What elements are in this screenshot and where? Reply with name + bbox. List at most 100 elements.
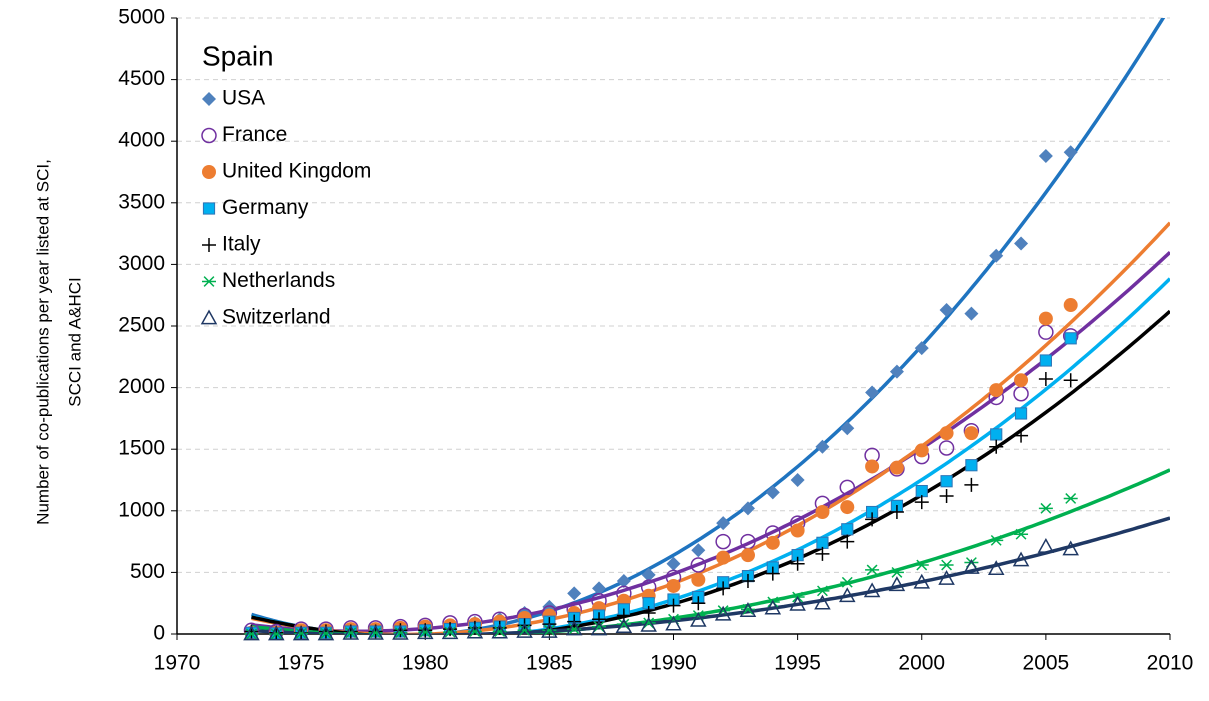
marker xyxy=(615,618,633,633)
marker xyxy=(839,479,856,496)
marker xyxy=(740,574,755,589)
marker-part xyxy=(202,92,216,106)
marker xyxy=(764,599,782,615)
y-tick-label: 4000 xyxy=(118,129,165,152)
marker-part xyxy=(516,622,533,638)
y-tick-label: 2000 xyxy=(118,375,165,398)
marker xyxy=(691,572,706,587)
marker-part xyxy=(202,165,216,179)
marker xyxy=(1038,324,1054,340)
marker-part xyxy=(392,624,409,640)
marker-part xyxy=(517,624,532,636)
marker xyxy=(441,624,459,640)
plot-area xyxy=(250,18,1170,634)
marker-part xyxy=(1038,502,1053,514)
marker xyxy=(888,576,906,592)
marker-part xyxy=(989,439,1004,454)
marker-part xyxy=(815,439,830,454)
marker-part xyxy=(201,127,217,144)
marker xyxy=(965,459,978,472)
marker-part xyxy=(690,557,707,573)
marker-part xyxy=(1014,236,1029,251)
marker xyxy=(1014,428,1029,443)
trend-line xyxy=(251,251,1170,633)
marker-part xyxy=(716,516,731,531)
marker-part xyxy=(987,560,1005,576)
marker xyxy=(641,567,656,582)
marker-part xyxy=(789,595,806,611)
marker-part xyxy=(765,535,780,550)
marker-part xyxy=(542,624,557,636)
marker xyxy=(1063,298,1078,313)
trend-line xyxy=(251,221,1170,634)
marker-part xyxy=(1014,373,1029,388)
marker xyxy=(1012,551,1030,567)
marker-part xyxy=(765,566,780,581)
marker-part xyxy=(1014,528,1029,540)
marker xyxy=(990,428,1003,441)
marker xyxy=(1037,537,1055,553)
x-tick-label: 1995 xyxy=(774,652,821,675)
legend: Spain USA France United Kingdom Germany Italy… xyxy=(200,40,371,329)
marker-part xyxy=(202,202,216,215)
x-tick-label: 2010 xyxy=(1147,652,1194,675)
marker-part xyxy=(965,459,978,472)
legend-title: Spain xyxy=(202,40,274,71)
marker-part xyxy=(592,581,607,596)
marker xyxy=(202,238,216,252)
marker-part xyxy=(865,564,880,576)
marker-part xyxy=(292,625,310,641)
marker xyxy=(1062,540,1079,556)
marker xyxy=(467,626,482,637)
marker xyxy=(889,566,904,578)
marker-part xyxy=(666,598,681,613)
marker xyxy=(1038,148,1053,163)
marker xyxy=(740,501,755,516)
marker xyxy=(416,624,434,640)
marker xyxy=(716,581,731,596)
y-axis-title: Number of co-publications per year liste… xyxy=(33,159,84,525)
marker-part xyxy=(592,621,607,633)
marker-part xyxy=(716,581,731,596)
marker xyxy=(1063,373,1078,388)
marker xyxy=(739,602,757,617)
marker-part xyxy=(790,473,805,487)
marker-part xyxy=(938,440,955,456)
legend-label: Netherlands xyxy=(222,269,335,292)
x-tick-label: 1975 xyxy=(278,652,325,675)
marker-part xyxy=(368,627,383,639)
marker-part xyxy=(665,615,682,631)
marker-part xyxy=(1064,332,1077,345)
marker-part xyxy=(889,566,904,578)
marker-part xyxy=(1038,324,1054,340)
marker xyxy=(268,625,285,641)
marker-part xyxy=(268,625,285,641)
marker xyxy=(691,596,706,611)
marker-part xyxy=(840,576,855,588)
marker xyxy=(243,625,260,641)
marker-part xyxy=(641,567,656,582)
marker-part xyxy=(715,533,731,550)
marker-part xyxy=(615,618,633,633)
marker xyxy=(839,587,856,603)
marker-part xyxy=(740,574,755,589)
marker-part xyxy=(1012,551,1030,567)
marker xyxy=(1038,502,1053,514)
marker-part xyxy=(393,627,408,639)
x-tick-label: 1970 xyxy=(154,652,201,675)
marker xyxy=(715,533,731,550)
marker xyxy=(1014,528,1029,540)
y-tick-label: 1500 xyxy=(118,437,165,460)
marker-part xyxy=(492,626,507,637)
marker xyxy=(392,624,409,640)
marker xyxy=(1039,354,1052,367)
marker xyxy=(790,556,805,571)
marker-part xyxy=(200,309,218,325)
marker-part xyxy=(914,495,929,510)
marker-part xyxy=(889,460,904,475)
marker-part xyxy=(790,523,805,538)
marker xyxy=(790,523,805,538)
marker xyxy=(989,383,1004,398)
marker-part xyxy=(443,626,458,638)
marker-part xyxy=(865,385,880,400)
